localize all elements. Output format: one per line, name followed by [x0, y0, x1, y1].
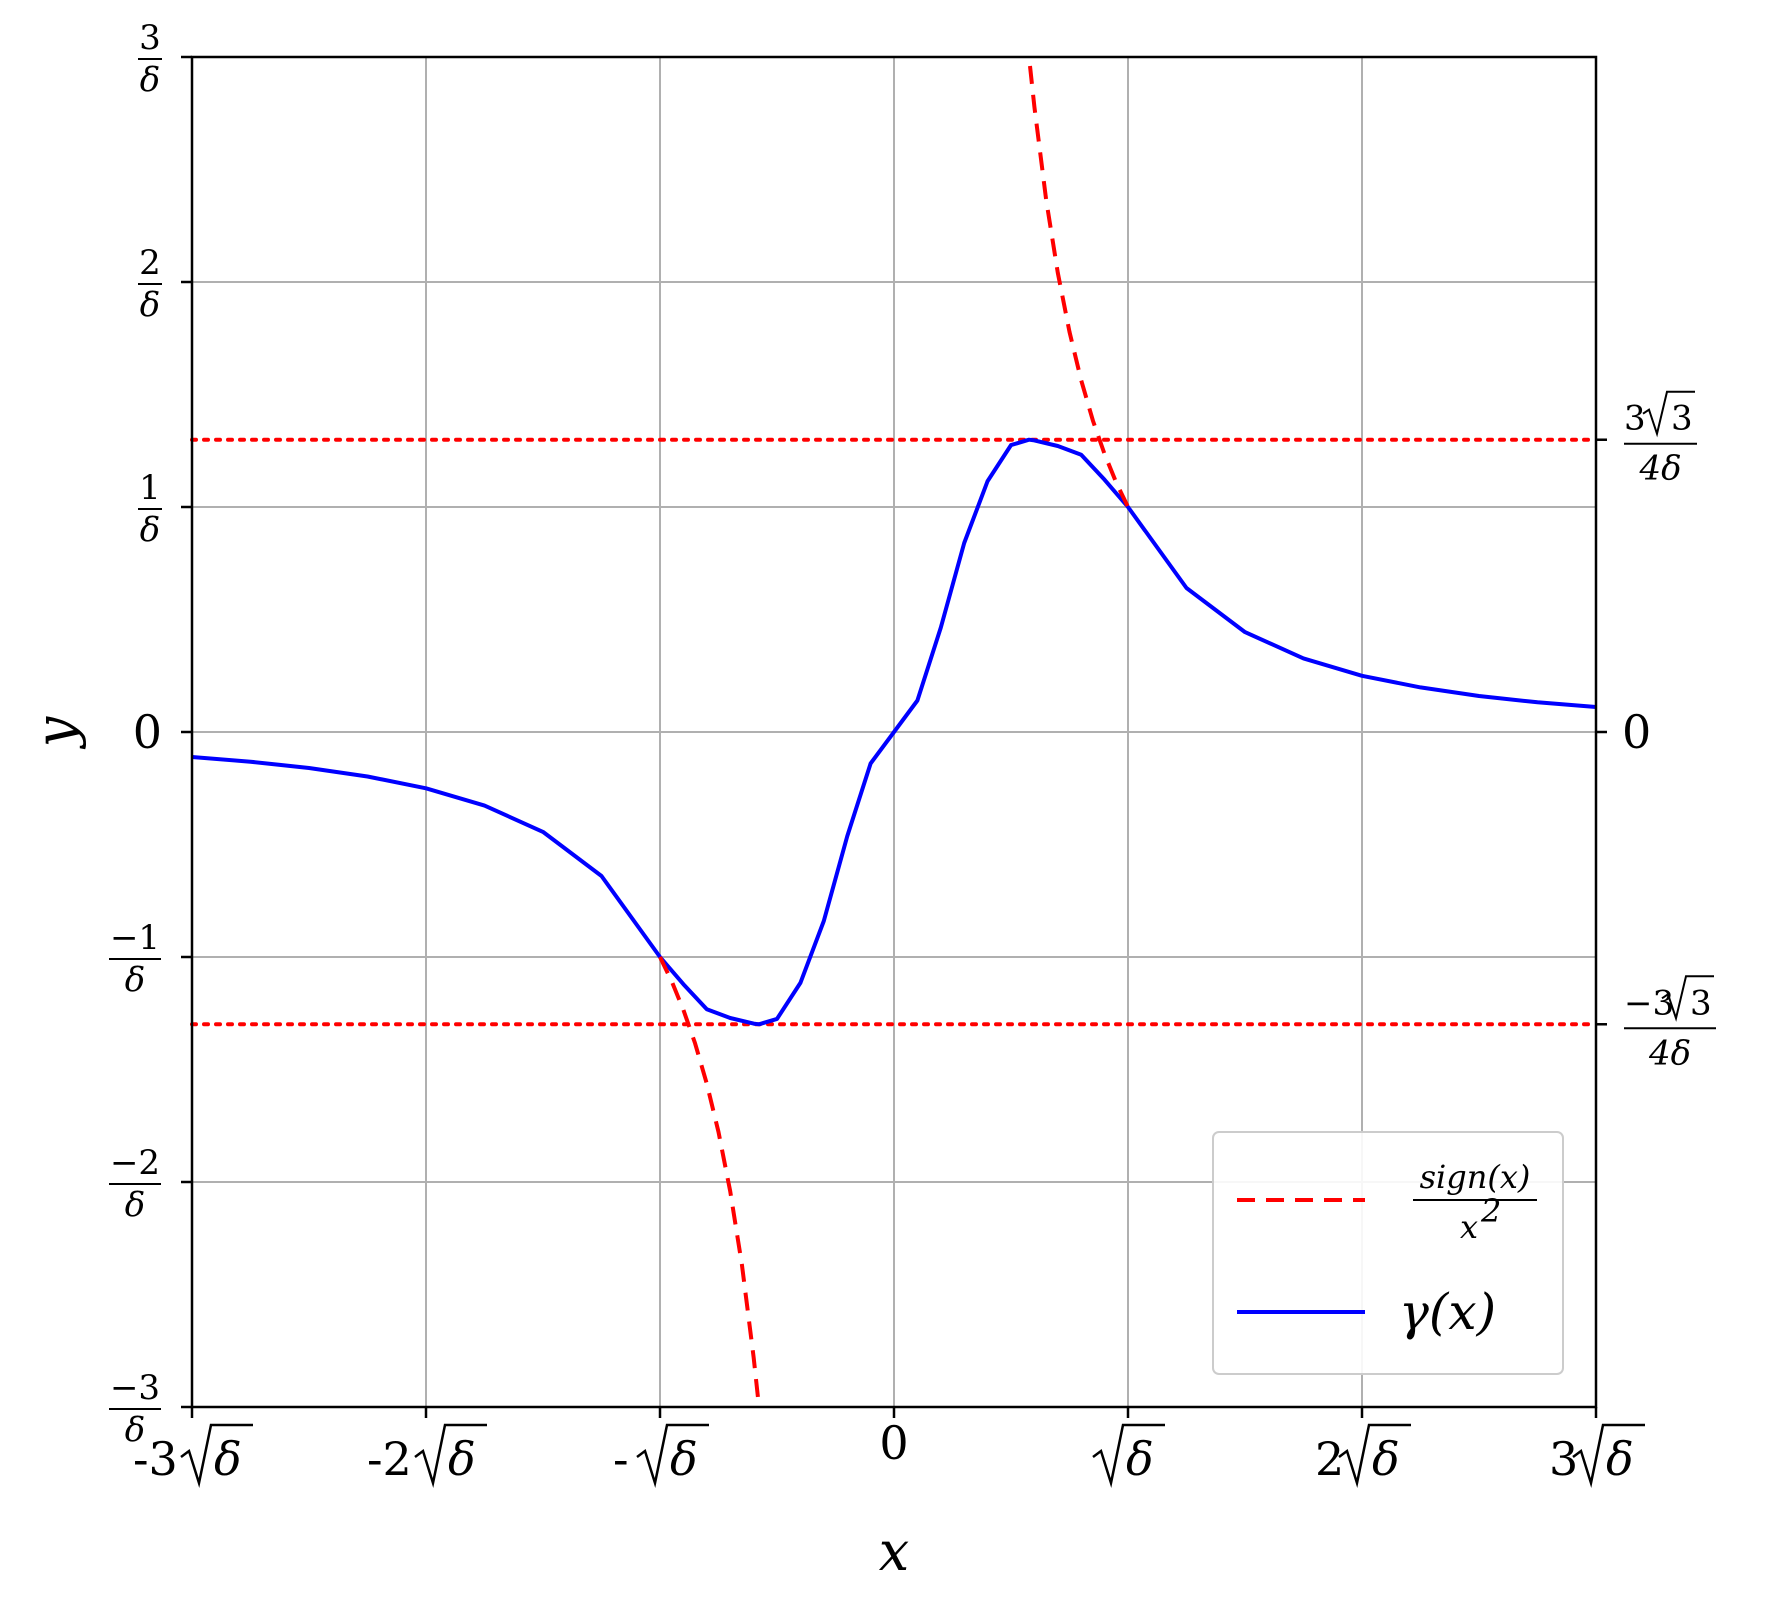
x-tick-root: δ: [670, 1432, 698, 1486]
sqrt-symbol: [1642, 390, 1695, 438]
y-tick-numerator: 2: [139, 243, 161, 283]
y-tick-label-right: 3 3 4δ: [1624, 390, 1697, 489]
x-tick-label: -2 δ: [367, 1423, 487, 1488]
y-tick-label-left: 2δ: [138, 243, 162, 325]
y-tick-label-left: −3δ: [109, 1368, 161, 1450]
y-tick-text: 0: [133, 705, 162, 759]
legend-numerator: sign(x): [1420, 1158, 1531, 1196]
x-tick-root: δ: [214, 1432, 242, 1486]
y-tick-denominator: 4δ: [1638, 449, 1681, 489]
y-tick-label-left: −2δ: [109, 1143, 161, 1225]
sqrt-symbol: [1092, 1423, 1165, 1488]
x-tick-root: δ: [1372, 1432, 1400, 1486]
y-tick-numerator: −1: [110, 918, 160, 958]
legend-denominator: x: [1460, 1208, 1478, 1246]
y-tick-numerator: 3: [139, 18, 161, 58]
x-tick-label: 0: [879, 1416, 908, 1470]
y-tick-denominator: δ: [125, 1185, 145, 1225]
y-tick-denominator: 4δ: [1648, 1033, 1691, 1073]
sqrt-symbol: [636, 1423, 709, 1488]
y-axis-label: y: [24, 715, 87, 749]
series-inverse-square-negative: [658, 956, 761, 1408]
x-axis-label: x: [879, 1520, 909, 1583]
x-tick-label: -δ: [613, 1423, 709, 1488]
x-tick-coef: -2: [367, 1432, 412, 1486]
series-gamma: [191, 437, 1597, 1027]
y-tick-denominator: δ: [125, 960, 145, 1000]
x-tick-root: δ: [1606, 1432, 1634, 1486]
legend: sign(x) x 2 γ(x): [1212, 1131, 1564, 1375]
y-tick-numerator: −3: [1624, 983, 1674, 1023]
x-tick-coef: 3: [1549, 1432, 1578, 1486]
y-tick-label-right: 0: [1622, 705, 1651, 759]
x-tick-text: 0: [879, 1416, 908, 1470]
y-tick-numerator: 1: [139, 468, 161, 508]
x-tick-root: δ: [1126, 1432, 1154, 1486]
y-tick-denominator: δ: [140, 285, 160, 325]
x-tick-labels: -3 δ -2 δ - δ 0 δ 2 δ 3 δ: [133, 1416, 1645, 1488]
ticks: [181, 55, 1607, 1418]
y-tick-label-right: −3 3 4δ: [1624, 975, 1716, 1073]
reference-lines: [190, 437, 1598, 1027]
y-tick-label-left: 1δ: [138, 468, 162, 550]
sqrt-symbol: [414, 1423, 487, 1488]
legend-exponent: 2: [1480, 1192, 1501, 1230]
sqrt-symbol: [1661, 975, 1714, 1022]
y-tick-numerator: 3: [1624, 399, 1646, 439]
y-tick-text: 0: [1622, 705, 1651, 759]
y-tick-numerator: −2: [110, 1143, 160, 1183]
y-tick-denominator: δ: [140, 510, 160, 550]
y-tick-label-left: 0: [133, 705, 162, 759]
legend-label: γ(x): [1399, 1283, 1496, 1341]
sqrt-symbol: [1572, 1423, 1645, 1488]
y-tick-root: 3: [1671, 399, 1693, 439]
x-tick-coef: 2: [1315, 1432, 1344, 1486]
x-tick-coef: -3: [133, 1432, 178, 1486]
y-tick-numerator: −3: [110, 1368, 160, 1408]
legend-entries: sign(x) x 2 γ(x): [1237, 1158, 1537, 1341]
x-tick-coef: -: [613, 1432, 629, 1486]
x-tick-label: δ: [1092, 1423, 1165, 1488]
y-tick-denominator: δ: [140, 60, 160, 100]
y-tick-label-left: 3δ: [138, 18, 162, 100]
x-tick-root: δ: [448, 1432, 476, 1486]
series-inverse-square-positive: [1028, 65, 1130, 508]
sqrt-symbol: [180, 1423, 253, 1488]
y-tick-root: 3: [1690, 983, 1712, 1023]
plot-series: [191, 65, 1597, 1408]
legend-entry: γ(x): [1237, 1283, 1496, 1341]
y-tick-label-left: −1δ: [109, 918, 161, 1000]
x-tick-label: -3 δ: [133, 1423, 253, 1488]
legend-entry: sign(x) x 2: [1237, 1158, 1537, 1246]
y-tick-denominator: δ: [125, 1410, 145, 1450]
sqrt-symbol: [1338, 1423, 1411, 1488]
